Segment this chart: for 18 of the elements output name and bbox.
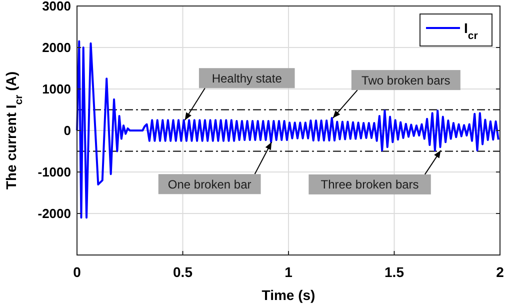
legend-label: I$_{cr}$: [464, 20, 478, 42]
y-tick-label: 1000: [42, 82, 71, 97]
y-tick-label: 3000: [42, 0, 71, 14]
annotation: Two broken bars: [362, 73, 450, 88]
x-tick-label: 2: [496, 264, 504, 280]
y-tick-label: -2000: [38, 206, 71, 222]
x-tick-label: 1.5: [384, 264, 404, 280]
annotation: Three broken bars: [320, 178, 419, 192]
annotation: Healthy state: [212, 71, 282, 86]
x-tick-label: 1: [284, 264, 293, 280]
x-axis-title: Time (s): [262, 287, 316, 303]
y-tick-label: -1000: [38, 164, 71, 180]
y-tick-label: 2000: [42, 40, 71, 56]
y-tick-label: 0: [64, 123, 71, 138]
x-tick-label: 0.5: [173, 264, 193, 280]
line-series: [76, 40, 500, 219]
annotation: One broken bar: [168, 177, 252, 192]
x-tick-label: 0: [73, 264, 82, 280]
